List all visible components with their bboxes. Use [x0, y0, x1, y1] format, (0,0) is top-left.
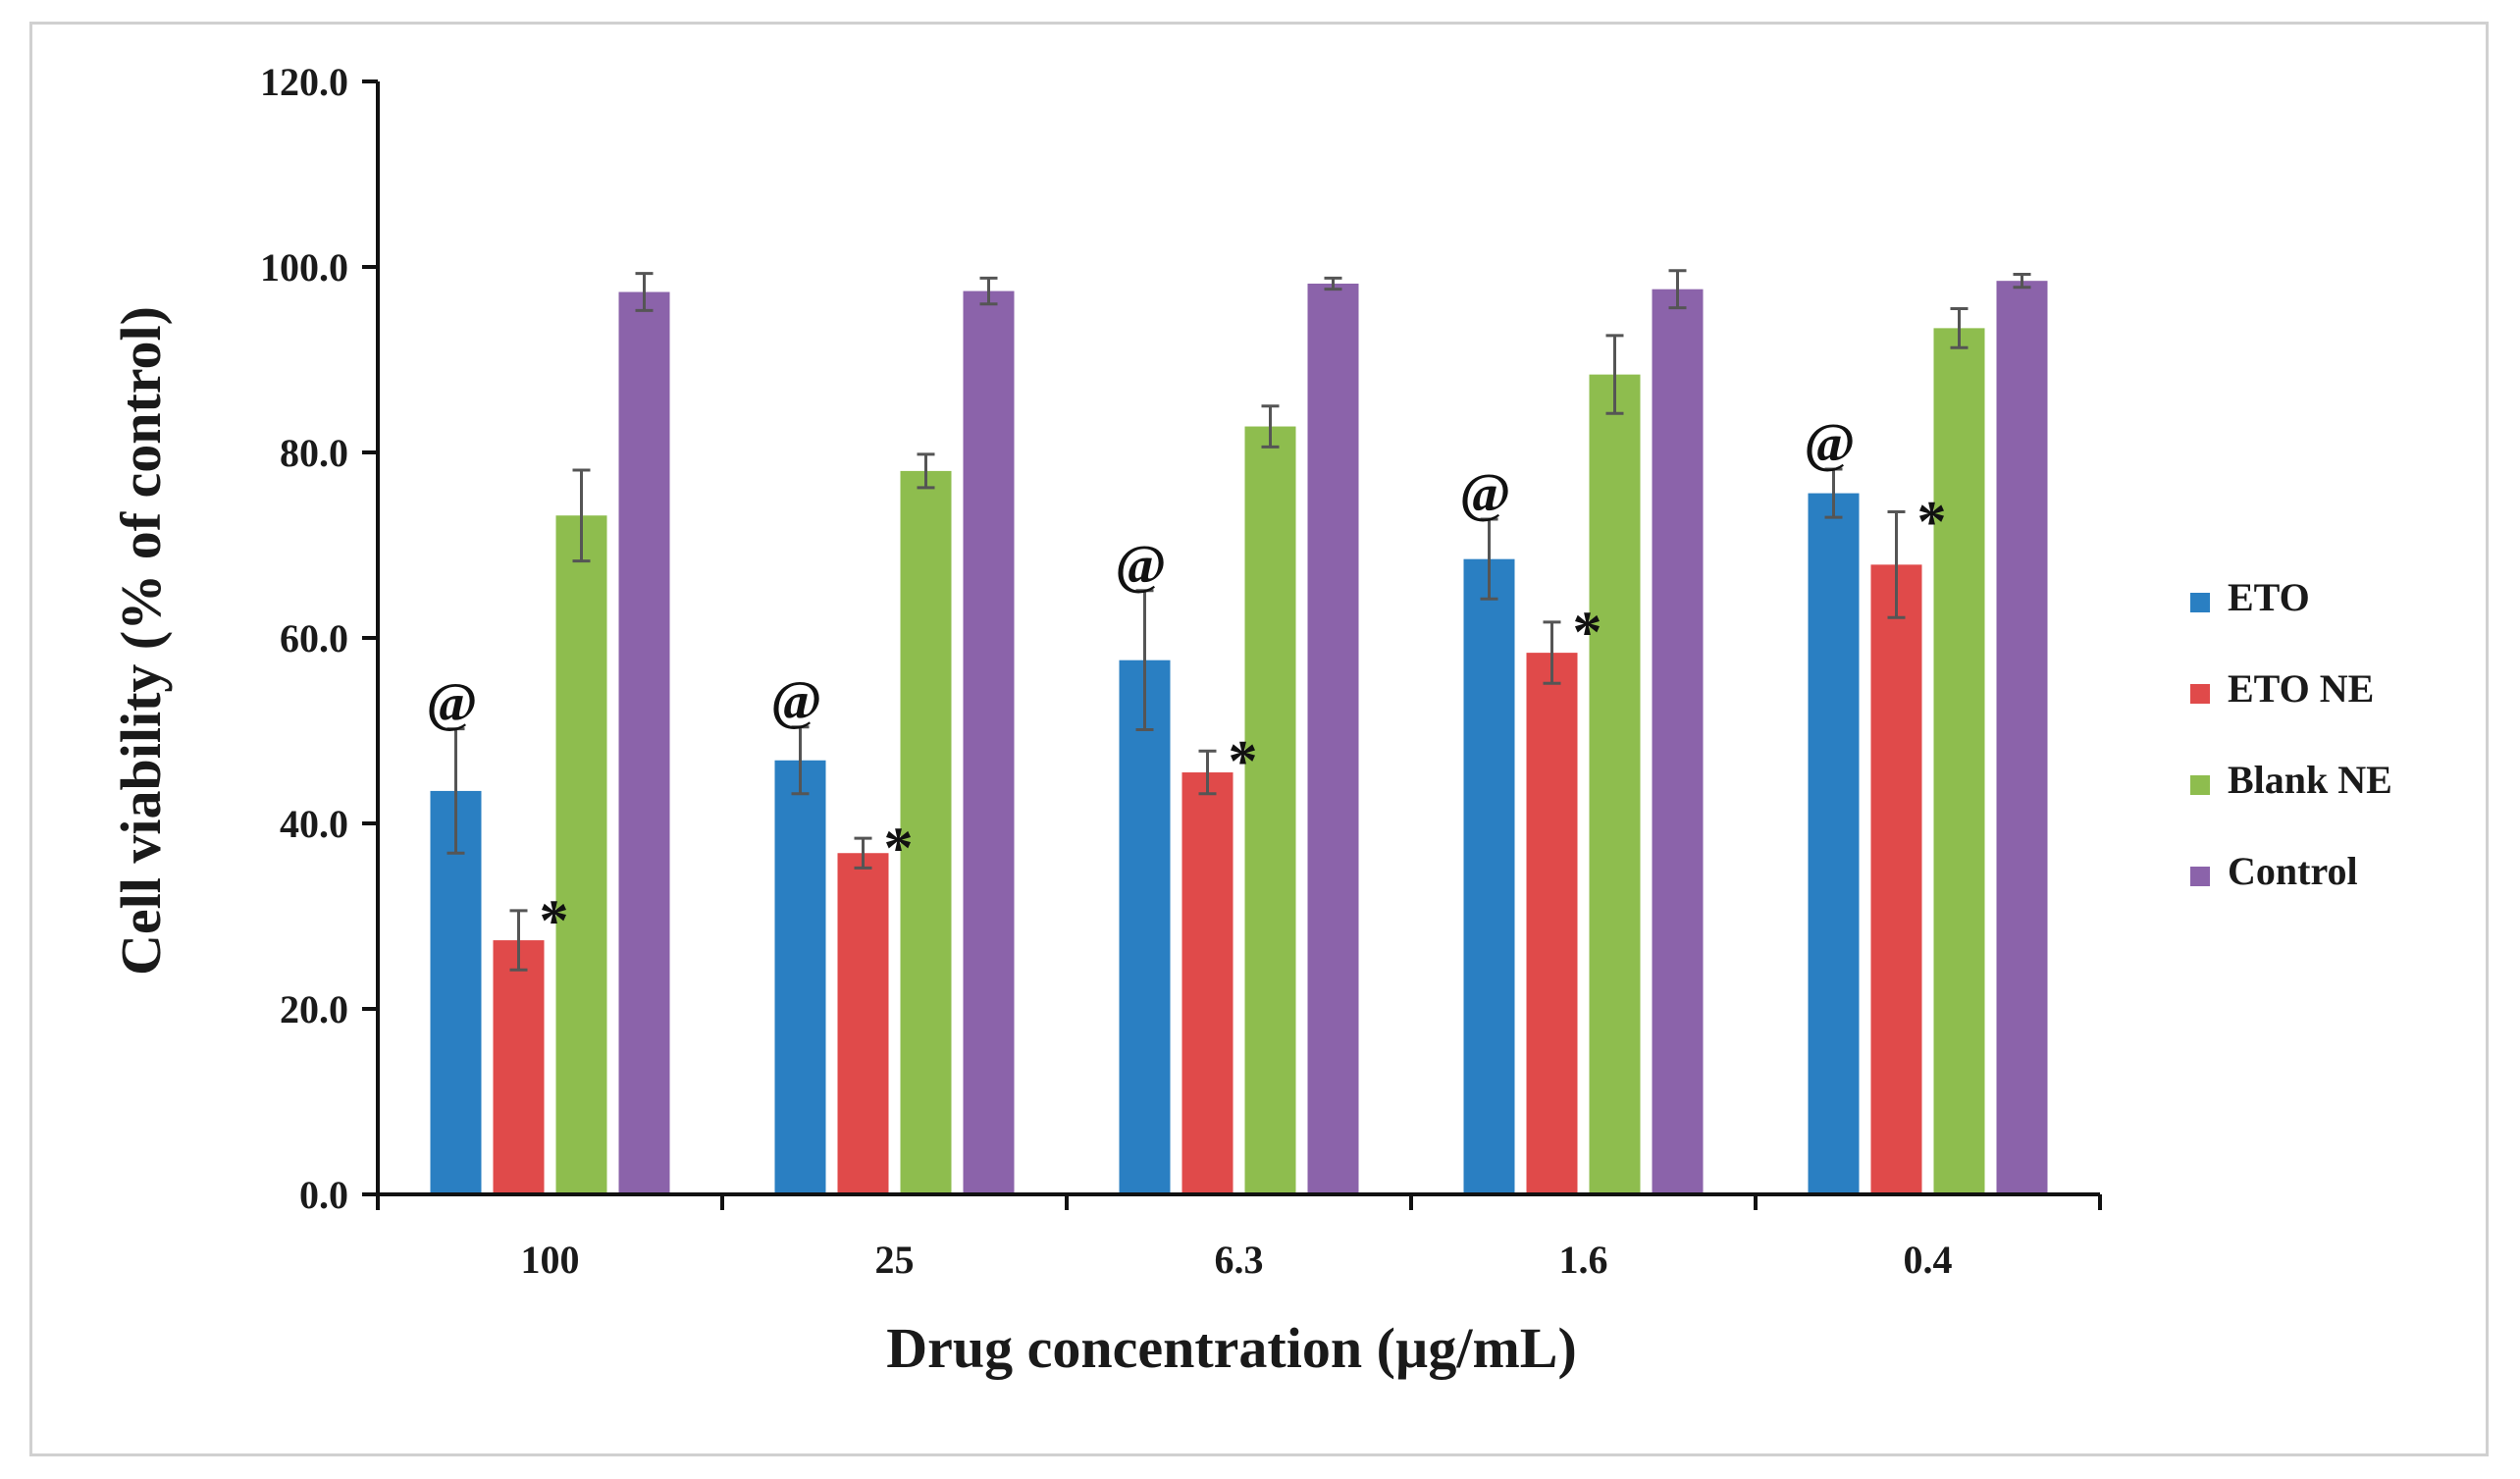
- y-tick-label: 0.0: [299, 1173, 348, 1217]
- significance-at-marker: @: [1804, 413, 1855, 474]
- bar-eto-6.3: [1119, 660, 1171, 1194]
- significance-star-marker: *: [884, 816, 914, 880]
- significance-at-marker: @: [426, 673, 477, 734]
- bar-control-0.4: [1996, 281, 2048, 1194]
- bar-blank-ne-6.3: [1244, 426, 1296, 1194]
- bar-eto-25: [774, 760, 826, 1194]
- significance-star-marker: *: [1229, 728, 1258, 793]
- x-axis-title: Drug concentration (µg/mL): [886, 1316, 1577, 1380]
- significance-star-marker: *: [540, 888, 569, 953]
- significance-at-marker: @: [770, 671, 821, 732]
- significance-at-marker: @: [1115, 535, 1166, 596]
- y-tick-label: 60.0: [280, 616, 348, 660]
- bar-blank-ne-1.6: [1589, 374, 1641, 1194]
- bar-eto-100: [430, 790, 482, 1194]
- significance-star-marker: *: [1917, 489, 1947, 554]
- x-tick-label: 6.3: [1215, 1238, 1264, 1282]
- bar-blank-ne-100: [555, 515, 607, 1194]
- legend-swatch: [2190, 867, 2210, 886]
- legend-label: ETO: [2228, 575, 2310, 619]
- x-tick-label: 100: [521, 1238, 580, 1282]
- bar-eto-0.4: [1808, 493, 1860, 1195]
- legend-swatch: [2190, 593, 2210, 612]
- bar-eto-ne-1.6: [1526, 653, 1578, 1194]
- bar-control-1.6: [1652, 289, 1704, 1194]
- legend: ETO ETO NE Blank NE Control: [2190, 575, 2392, 893]
- bar-control-25: [963, 291, 1015, 1194]
- significance-at-marker: @: [1459, 463, 1510, 524]
- y-tick-label: 120.0: [260, 60, 348, 104]
- bar-eto-ne-100: [493, 940, 545, 1194]
- bar-control-6.3: [1307, 284, 1359, 1194]
- x-tick-label: 0.4: [1904, 1238, 1953, 1282]
- bar-eto-ne-0.4: [1870, 564, 1922, 1194]
- bar-control-100: [618, 291, 670, 1194]
- y-tick-label: 20.0: [280, 987, 348, 1031]
- legend-label: Blank NE: [2228, 758, 2392, 802]
- bar-eto-ne-25: [837, 853, 889, 1194]
- legend-label: ETO NE: [2228, 666, 2374, 711]
- legend-swatch: [2190, 684, 2210, 704]
- y-axis-title: Cell viability (% of control): [109, 306, 173, 976]
- x-tick-label: 25: [875, 1238, 915, 1282]
- bar-eto-ne-6.3: [1181, 772, 1234, 1194]
- y-tick-label: 100.0: [260, 245, 348, 290]
- y-tick-label: 40.0: [280, 802, 348, 846]
- bar-eto-1.6: [1463, 558, 1515, 1194]
- legend-swatch: [2190, 775, 2210, 795]
- significance-star-marker: *: [1573, 600, 1602, 664]
- bar-blank-ne-0.4: [1933, 328, 1985, 1194]
- x-tick-label: 1.6: [1559, 1238, 1608, 1282]
- bar-blank-ne-25: [900, 470, 952, 1194]
- legend-label: Control: [2228, 849, 2358, 893]
- y-tick-label: 80.0: [280, 431, 348, 475]
